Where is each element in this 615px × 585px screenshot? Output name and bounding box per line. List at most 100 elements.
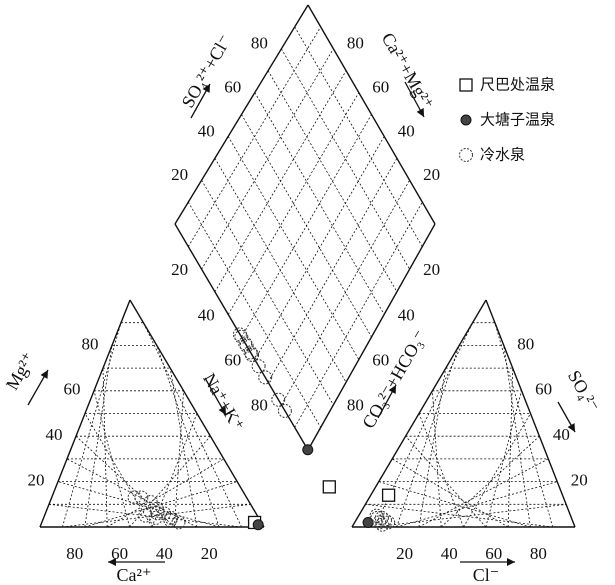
- tick-label: 60: [372, 78, 389, 97]
- legend-label: 尺巴处温泉: [480, 76, 555, 94]
- frame-edge: [351, 299, 487, 528]
- tick-label: 40: [398, 121, 415, 140]
- arrow-head: [567, 423, 575, 432]
- point-cold-spring: [245, 348, 260, 363]
- tick-label: 20: [171, 165, 188, 184]
- frame-edge: [307, 4, 436, 225]
- grid-line: [84, 481, 238, 528]
- point-cold-spring: [243, 345, 258, 360]
- arrow-head: [416, 108, 424, 117]
- legend-entry: 冷水泉: [459, 146, 525, 164]
- point-cold-spring: [150, 506, 165, 521]
- tick-label: 80: [251, 396, 268, 415]
- arrow-head: [218, 406, 226, 415]
- axis-label-so4: SO₄²⁻: [564, 367, 603, 415]
- grid-line: [396, 481, 558, 528]
- grid-line: [405, 435, 487, 528]
- arrow-head: [388, 385, 396, 394]
- grid-line: [84, 345, 113, 528]
- grid-line: [241, 114, 372, 338]
- arrow-head: [507, 558, 515, 566]
- tick-label: 60: [535, 380, 552, 399]
- grid-line: [151, 413, 198, 528]
- grid-line: [62, 322, 122, 528]
- point-cold-spring: [238, 336, 253, 351]
- grid-line: [418, 413, 464, 528]
- tick-label: 40: [553, 425, 570, 444]
- grid-line: [62, 503, 251, 528]
- arrow-mg: [27, 369, 49, 406]
- grid-line: [201, 48, 334, 270]
- point-cold-spring: [127, 490, 142, 505]
- frame-edge: [174, 223, 309, 451]
- frame-edge: [39, 299, 131, 528]
- point-cold-spring: [372, 515, 387, 530]
- tick-label: 20: [396, 544, 413, 563]
- point-cold-spring: [258, 370, 273, 385]
- tick-label: 20: [28, 471, 45, 490]
- point-cold-spring: [234, 329, 249, 344]
- grid-line: [418, 458, 549, 528]
- point-cold-spring: [164, 510, 179, 525]
- grid-line: [281, 180, 410, 405]
- grid-line: [267, 70, 398, 293]
- arrow-so4-cl: [190, 83, 211, 119]
- legend-label: 大塘子温泉: [480, 111, 555, 129]
- arrow-head: [40, 370, 48, 379]
- frame-edge: [129, 299, 265, 528]
- grid-line: [201, 179, 334, 406]
- point-cold-spring: [369, 508, 384, 523]
- point-cold-spring: [459, 148, 473, 162]
- plot-frames: [39, 4, 576, 528]
- point-datangzi: [362, 516, 374, 528]
- grid-line: [187, 201, 322, 428]
- grid-line: [174, 390, 184, 528]
- tick-label: 20: [571, 471, 588, 490]
- axis-label-mg: Mg²⁺: [2, 349, 39, 394]
- tick-label: 80: [251, 34, 268, 53]
- grid-line: [106, 458, 225, 528]
- tick-label: 20: [201, 544, 218, 563]
- grid-lines: [48, 26, 567, 528]
- grid-line: [48, 503, 242, 528]
- arrow-ca-mg: [404, 81, 425, 118]
- point-cold-spring: [171, 515, 186, 530]
- point-cold-spring: [381, 515, 396, 530]
- point-cold-spring: [138, 508, 153, 523]
- point-cold-spring: [149, 501, 164, 516]
- axis-label-ca: Ca²⁺: [117, 565, 152, 585]
- data-points: [127, 327, 396, 532]
- point-cold-spring: [134, 490, 149, 505]
- arrow-head: [202, 84, 210, 93]
- point-cold-spring: [277, 403, 292, 418]
- axis-label-so4-cl: SO₄²⁺+Cl⁻: [178, 31, 236, 111]
- tick-label: 60: [224, 78, 241, 97]
- tick-label: 40: [198, 305, 215, 324]
- point-cold-spring: [239, 338, 254, 353]
- arrow-nak: [204, 377, 227, 416]
- frame-edge: [485, 299, 576, 528]
- tick-label: 80: [347, 34, 364, 53]
- axis-label-cl: Cl⁻: [473, 565, 500, 585]
- grid-line: [227, 136, 360, 360]
- grid-line: [494, 322, 554, 528]
- tick-label: 20: [423, 165, 440, 184]
- arrow-head: [108, 558, 116, 566]
- grid-line: [391, 458, 509, 528]
- grid-line: [294, 201, 423, 428]
- tick-label: 20: [171, 260, 188, 279]
- tick-label: 80: [347, 396, 364, 415]
- grid-line: [254, 136, 385, 360]
- arrow-cl: [460, 558, 515, 566]
- arrow-ca: [108, 558, 165, 566]
- tick-label: 60: [485, 544, 502, 563]
- tick-label: 60: [111, 544, 128, 563]
- tick-label: 40: [156, 544, 173, 563]
- tick-labels: 20 40 60 80 80 60 40 20 20 40 60 80 80 60 40 20 80 60 40 20…: [28, 34, 588, 563]
- legend-label: 冷水泉: [480, 146, 525, 164]
- grid-line: [267, 158, 398, 383]
- point-datangzi: [252, 519, 264, 531]
- grid-line: [84, 413, 153, 528]
